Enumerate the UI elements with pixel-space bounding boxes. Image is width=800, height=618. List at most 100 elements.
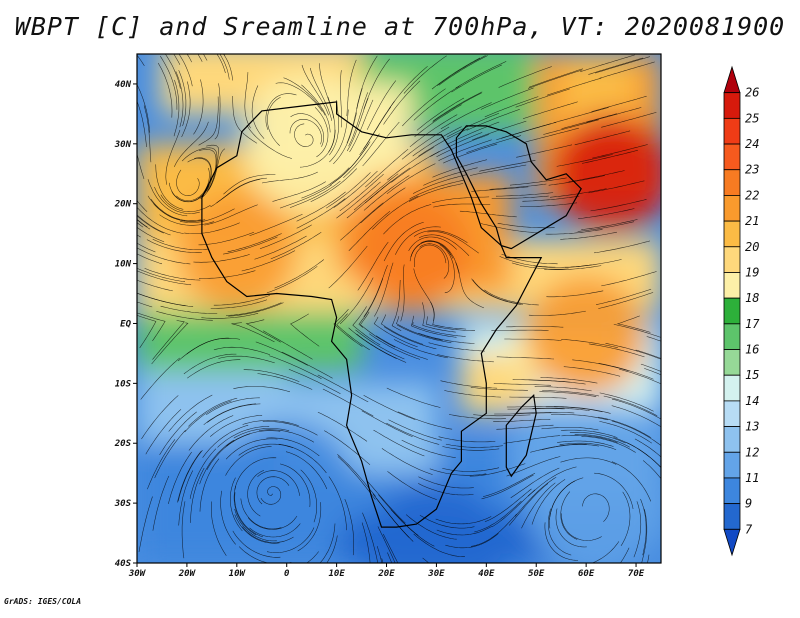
streamline <box>643 460 661 480</box>
streamline <box>440 380 498 389</box>
streamline <box>414 104 462 138</box>
streamline <box>418 332 475 344</box>
streamline <box>333 309 363 347</box>
colorbar-box <box>723 297 741 325</box>
colorbar-label: 25 <box>745 111 759 125</box>
streamline <box>591 95 647 112</box>
colorbar-label: 22 <box>745 188 759 202</box>
streamline <box>366 80 397 130</box>
streamline <box>493 419 551 422</box>
wbpt-field <box>137 54 661 563</box>
streamline <box>499 256 556 268</box>
streamline <box>176 167 210 202</box>
streamline <box>233 428 290 439</box>
streamline <box>260 486 282 505</box>
streamline <box>448 414 506 420</box>
streamline <box>174 121 209 168</box>
streamline <box>581 219 638 230</box>
streamline <box>420 240 460 274</box>
streamline <box>296 191 346 222</box>
streamline <box>290 113 324 147</box>
streamline <box>346 59 357 117</box>
streamline <box>223 174 276 195</box>
streamline <box>387 552 393 563</box>
streamline <box>178 54 193 87</box>
streamline <box>176 169 200 196</box>
streamline <box>540 377 598 384</box>
streamline <box>425 316 475 331</box>
streamline <box>578 208 635 219</box>
streamline <box>336 313 370 351</box>
streamline <box>383 326 437 350</box>
plot-area[interactable] <box>85 15 700 618</box>
streamline <box>233 486 257 536</box>
streamline <box>554 406 611 414</box>
latitude-axis: 40N 30N 20N 10N EQ 10S 20S 30S 40S <box>114 80 137 569</box>
streamline <box>408 236 457 252</box>
streamline <box>591 541 620 563</box>
streamline <box>527 69 583 89</box>
streamline <box>152 475 170 531</box>
streamline <box>241 250 296 272</box>
streamline <box>601 112 657 128</box>
lat-tick-label: 40N <box>115 80 132 90</box>
streamline <box>137 219 151 230</box>
streamline <box>387 471 437 500</box>
streamline <box>391 151 440 183</box>
streamline <box>153 203 206 222</box>
streamline <box>644 368 661 376</box>
streamline <box>480 223 538 233</box>
streamline <box>443 143 498 164</box>
streamline <box>389 66 428 109</box>
streamline <box>366 480 406 524</box>
streamline <box>317 374 369 403</box>
streamline <box>413 533 465 557</box>
streamline <box>188 415 234 451</box>
streamline <box>348 327 397 359</box>
streamline <box>329 99 339 156</box>
streamline <box>199 439 235 485</box>
streamline <box>522 101 578 119</box>
streamline <box>356 55 378 109</box>
colorbar-box <box>723 426 741 453</box>
streamline <box>445 533 499 549</box>
colorbar-label: 16 <box>745 343 759 357</box>
streamline <box>225 302 282 316</box>
streamline <box>419 514 475 529</box>
streamline <box>183 353 237 375</box>
streamline <box>400 264 405 322</box>
streamline <box>598 292 654 309</box>
streamline <box>296 198 346 229</box>
streamline <box>247 515 298 530</box>
lat-tick-label: 10S <box>115 379 132 389</box>
streamline <box>409 114 458 148</box>
streamline <box>329 143 369 186</box>
streamline <box>412 322 466 337</box>
streamline <box>207 403 261 423</box>
streamline <box>484 96 539 118</box>
streamline <box>542 390 600 397</box>
streamline <box>599 61 655 79</box>
streamline <box>611 420 661 446</box>
streamline <box>619 368 661 385</box>
coastline-madagascar <box>505 394 537 478</box>
streamline <box>274 259 324 289</box>
streamline <box>349 99 374 153</box>
streamline <box>339 277 374 325</box>
streamline <box>244 72 251 129</box>
streamline <box>580 54 635 73</box>
streamline <box>214 83 221 140</box>
streamline <box>177 450 202 503</box>
lon-tick-label: 20E <box>377 569 395 579</box>
streamline <box>180 208 235 223</box>
colorbar-box <box>723 374 741 402</box>
streamline <box>327 96 336 153</box>
streamline <box>508 483 549 526</box>
streamline <box>238 443 294 456</box>
streamline <box>165 54 181 89</box>
streamline <box>611 461 652 502</box>
streamline <box>159 214 215 226</box>
streamline <box>560 491 578 540</box>
streamline <box>428 342 486 352</box>
streamline <box>231 322 275 343</box>
